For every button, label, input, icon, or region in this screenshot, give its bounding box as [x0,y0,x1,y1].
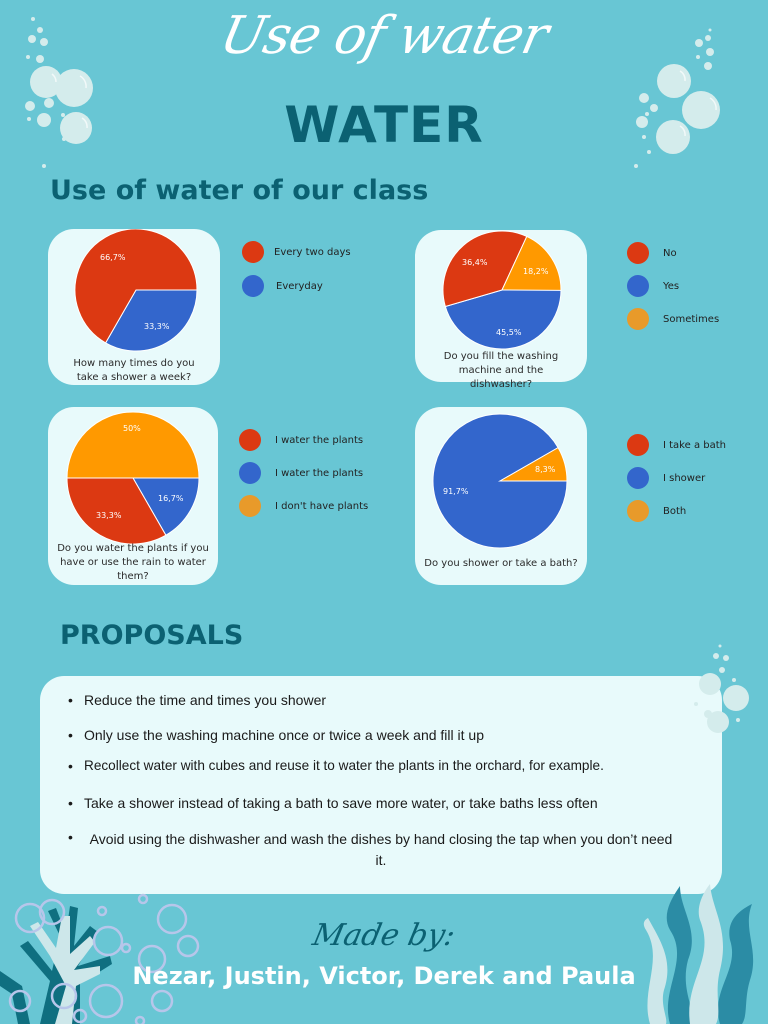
legend-dot-red [239,429,261,451]
pie-slice [442,230,528,308]
pct-label: 33,3% [144,322,170,331]
pie-slice [66,411,200,479]
proposal-item: • Avoid using the dishwasher and wash the… [68,829,673,868]
authors: Nezar, Justin, Victor, Derek and Paula [132,962,636,990]
pie-chart [432,413,568,549]
section-title: Use of water of our class [50,175,429,206]
chart-card-shower-or-bath: 91,7% 8,3% Do you shower or take a bath? [415,407,587,585]
legend-dot-red [627,242,649,264]
pie-slice [66,477,167,545]
proposals-list: • Reduce the time and times you shower • O… [40,676,722,894]
pct-label: 91,7% [443,487,469,496]
legend-item: No [627,242,677,264]
legend-dot-orange [239,495,261,517]
legend-item: I shower [627,467,705,489]
legend-dot-blue [627,467,649,489]
proposals-title: PROPOSALS [60,620,244,651]
proposal-item: • Only use the washing machine once or tw… [68,727,484,743]
legend-item: Sometimes [627,308,719,330]
proposal-item: • Recollect water with cubes and reuse it… [68,758,604,774]
pie-slice [132,477,200,536]
pie-slice [498,446,568,482]
pie-slice [444,289,562,350]
coral-icon [0,893,200,1024]
legend-dot-blue [239,462,261,484]
bubbles-icon [694,644,749,733]
legend-dot-orange [627,500,649,522]
bubbles-icon [634,28,720,168]
proposal-item: • Reduce the time and times you shower [68,692,327,708]
script-title: Use of water [215,6,553,66]
bubbles-icon [25,17,93,168]
chart-card-washing-machine: 36,4% 45,5% 18,2% Do you fill the washin… [415,230,587,390]
chart-card-shower-frequency: 66,7% 33,3% How many times do you take a… [48,229,220,385]
pct-label: 8,3% [535,465,556,474]
legend-dot-red [627,434,649,456]
pie-chart [74,229,198,352]
chart-caption: Do you shower or take a bath? [424,558,578,569]
chart-card-water-plants: 33,3% 16,7% 50% Do you water the plants … [48,407,218,585]
pct-label: 45,5% [496,328,522,337]
pie-chart [66,411,200,545]
legend-item: I water the plants [239,462,363,484]
pie-chart [442,230,562,350]
pie-slice [104,289,198,352]
legend-item: I water the plants [239,429,363,451]
pie-slice [74,229,198,344]
proposal-item: • Take a shower instead of taking a bath … [68,795,598,811]
seaweed-icon [643,884,754,1024]
pct-label: 66,7% [100,253,126,262]
pct-label: 33,3% [96,511,122,520]
legend-item: Yes [627,275,679,297]
legend-item: I take a bath [627,434,726,456]
pct-label: 50% [123,424,141,433]
legend-dot-blue [242,275,264,297]
legend-item: I don't have plants [239,495,368,517]
page-title: WATER [284,96,484,154]
chart-caption: Do you fill the washing machine and the … [443,351,559,390]
legend-dot-orange [627,308,649,330]
pct-label: 18,2% [523,267,549,276]
legend-item: Every two days [242,241,351,263]
chart-caption: How many times do you take a shower a we… [73,358,195,383]
pct-label: 36,4% [462,258,488,267]
legend-item: Everyday [242,275,323,297]
pie-slice [501,235,562,291]
legend-item: Both [627,500,686,522]
chart-caption: Do you water the plants if you have or u… [57,543,209,582]
pct-label: 16,7% [158,494,184,503]
legend-dot-red [242,241,264,263]
made-by-label: Made by: [309,918,459,953]
legend-dot-blue [627,275,649,297]
